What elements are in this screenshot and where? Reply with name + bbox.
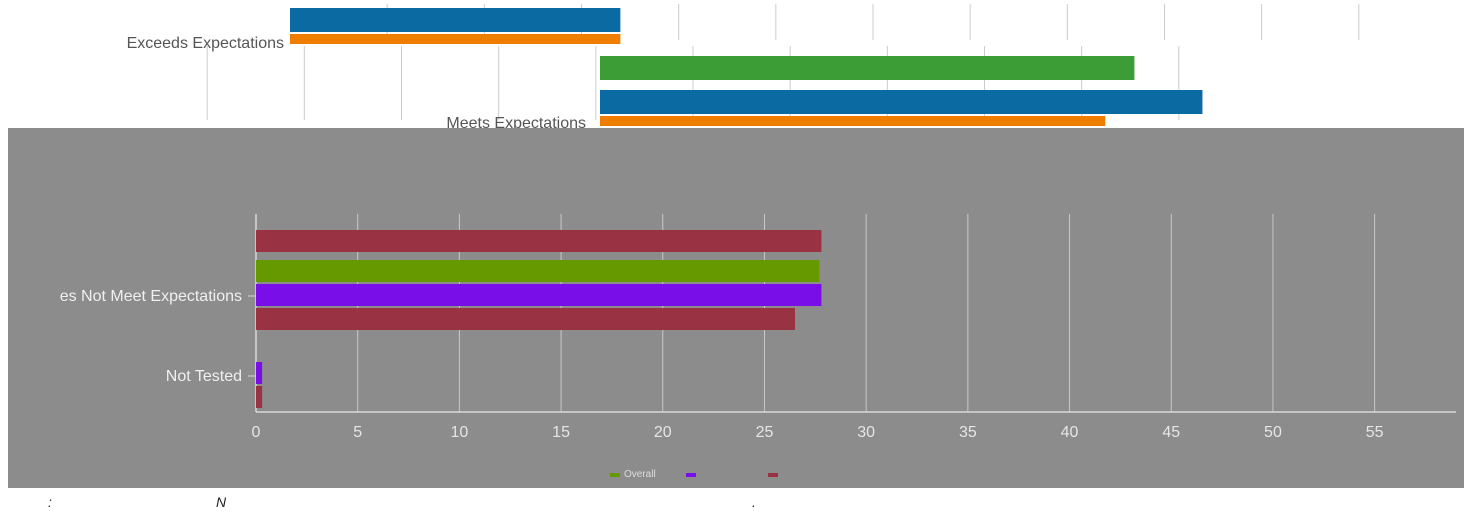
bar [256,386,263,408]
x-tick-label: 40 [1061,424,1079,441]
x-tick-label: 25 [756,424,774,441]
legend-label: Overall [624,469,656,480]
x-tick-label: 50 [1264,424,1282,441]
bar [600,56,1135,80]
top-chart: Exceeds Expectations Meets Expectations [127,4,1360,128]
legend-swatch [610,473,620,477]
footnote: : N . [0,490,1472,514]
legend-swatch [686,473,696,477]
bar [290,8,621,32]
bar [256,230,822,252]
category-label: Meets Expectations [446,115,586,128]
bar [256,362,263,384]
x-tick-label: 55 [1366,424,1384,441]
x-tick-label: 35 [959,424,977,441]
bar [290,34,621,44]
footnote-period: . [752,494,756,510]
x-tick-label: 45 [1162,424,1180,441]
bar [600,90,1203,114]
x-tick-label: 15 [552,424,570,441]
category-label: Exceeds Expectations [127,35,284,52]
x-tick-label: 20 [654,424,672,441]
category-label: es Not Meet Expectations [60,288,242,305]
legend-swatch [768,473,778,477]
x-tick-label: 0 [252,424,261,441]
x-tick-label: 30 [857,424,875,441]
bar [256,260,820,282]
bottom-chart: es Not Meet Expectations Not Tested 0 5 10 15… [60,214,1456,480]
x-tick-label: 10 [450,424,468,441]
bar [600,116,1106,126]
x-tick-label: 5 [353,424,362,441]
bar [256,308,795,330]
category-label: Not Tested [166,368,242,385]
footnote-colon: : [48,494,52,510]
footnote-n: N [216,494,227,510]
bar [256,284,822,306]
